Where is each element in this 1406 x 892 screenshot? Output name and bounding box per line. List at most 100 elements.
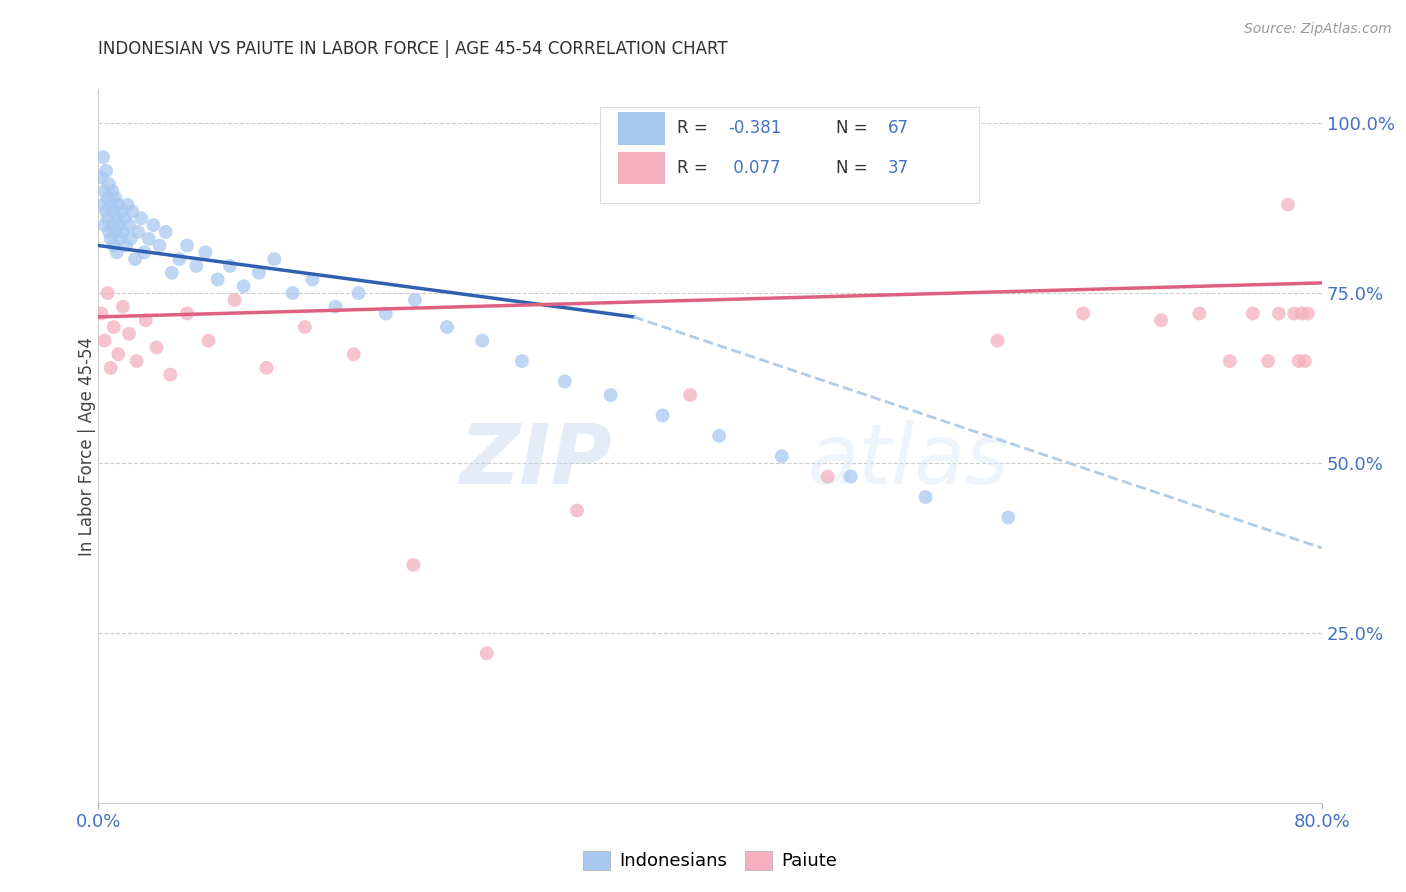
- Point: [118, 218, 141, 232]
- Point: [91, 198, 114, 212]
- Point: [839, 469, 862, 483]
- Text: INDONESIAN VS PAIUTE IN LABOR FORCE | AGE 45-54 CORRELATION CHART: INDONESIAN VS PAIUTE IN LABOR FORCE | AG…: [98, 40, 728, 58]
- Text: Source: ZipAtlas.com: Source: ZipAtlas.com: [1244, 22, 1392, 37]
- Point: [475, 646, 498, 660]
- Point: [93, 184, 115, 198]
- Point: [100, 198, 122, 212]
- Point: [105, 245, 128, 260]
- Point: [107, 218, 129, 232]
- Point: [1219, 354, 1241, 368]
- Point: [149, 238, 172, 252]
- Point: [145, 341, 167, 355]
- Point: [127, 225, 149, 239]
- Point: [107, 347, 129, 361]
- Point: [104, 191, 127, 205]
- Point: [155, 225, 177, 239]
- Point: [111, 300, 134, 314]
- Point: [97, 211, 120, 226]
- Point: [374, 306, 396, 320]
- Point: [110, 204, 132, 219]
- Bar: [619, 112, 665, 145]
- Point: [402, 558, 425, 572]
- Point: [169, 252, 191, 266]
- Point: [997, 510, 1019, 524]
- Point: [98, 178, 121, 192]
- Point: [103, 204, 125, 219]
- Point: [138, 232, 160, 246]
- Point: [404, 293, 426, 307]
- Text: R =: R =: [678, 159, 713, 177]
- Point: [510, 354, 533, 368]
- Point: [121, 204, 143, 219]
- Y-axis label: In Labor Force | Age 45-54: In Labor Force | Age 45-54: [79, 336, 96, 556]
- Point: [94, 204, 117, 219]
- Point: [256, 360, 278, 375]
- Point: [1277, 198, 1299, 212]
- Point: [100, 232, 122, 246]
- Point: [117, 198, 139, 212]
- Point: [197, 334, 219, 348]
- Point: [129, 211, 152, 226]
- Point: [104, 225, 127, 239]
- Point: [1150, 313, 1173, 327]
- Point: [207, 272, 229, 286]
- Text: N =: N =: [837, 159, 873, 177]
- Bar: [619, 152, 665, 184]
- Point: [142, 218, 165, 232]
- Point: [186, 259, 208, 273]
- Point: [103, 238, 125, 252]
- Point: [101, 218, 124, 232]
- Point: [347, 286, 370, 301]
- Point: [107, 198, 129, 212]
- Point: [679, 388, 702, 402]
- Point: [1294, 354, 1316, 368]
- Point: [91, 150, 114, 164]
- Point: [565, 503, 588, 517]
- Point: [436, 320, 458, 334]
- Point: [1282, 306, 1305, 320]
- Text: 67: 67: [887, 120, 908, 137]
- Point: [124, 252, 146, 266]
- Point: [343, 347, 366, 361]
- Text: -0.381: -0.381: [728, 120, 782, 137]
- Point: [247, 266, 270, 280]
- Text: ZIP: ZIP: [460, 420, 612, 500]
- Point: [1071, 306, 1094, 320]
- Point: [219, 259, 242, 273]
- Point: [1188, 306, 1211, 320]
- Point: [471, 334, 494, 348]
- Point: [651, 409, 673, 423]
- Point: [105, 211, 128, 226]
- Point: [111, 225, 134, 239]
- Point: [176, 306, 198, 320]
- Point: [599, 388, 621, 402]
- Point: [817, 469, 839, 483]
- Point: [1241, 306, 1264, 320]
- Point: [1291, 306, 1313, 320]
- Point: [194, 245, 217, 260]
- Point: [232, 279, 254, 293]
- Point: [97, 286, 120, 301]
- Point: [93, 218, 115, 232]
- Point: [100, 360, 122, 375]
- Point: [301, 272, 323, 286]
- Point: [90, 170, 112, 185]
- Point: [103, 320, 125, 334]
- Point: [1296, 306, 1319, 320]
- Point: [98, 225, 121, 239]
- Point: [1288, 354, 1310, 368]
- FancyBboxPatch shape: [600, 107, 979, 203]
- Point: [176, 238, 198, 252]
- Point: [112, 211, 135, 226]
- Point: [263, 252, 285, 266]
- Point: [94, 163, 117, 178]
- Point: [294, 320, 316, 334]
- Text: atlas: atlas: [808, 420, 1010, 500]
- Point: [93, 334, 115, 348]
- Point: [160, 266, 183, 280]
- Text: N =: N =: [837, 120, 873, 137]
- Point: [97, 191, 120, 205]
- Point: [90, 306, 112, 320]
- Point: [118, 326, 141, 341]
- Point: [135, 313, 157, 327]
